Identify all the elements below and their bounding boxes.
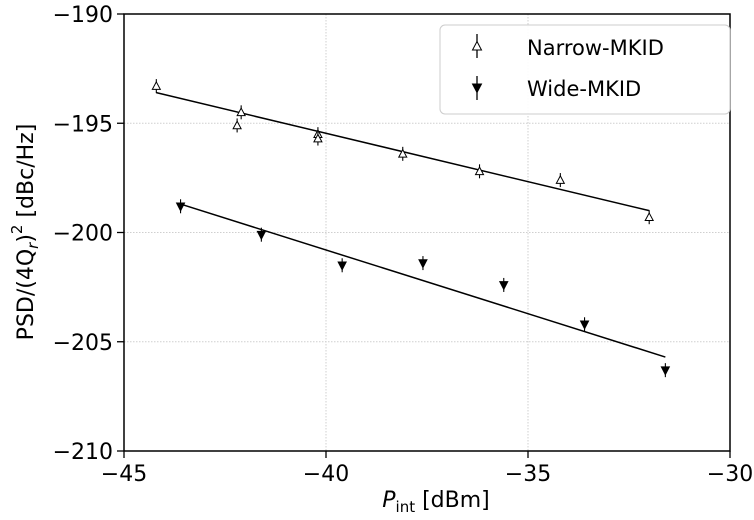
x-axis-label-sub: int <box>396 498 416 516</box>
wide-data-point <box>256 230 267 241</box>
y-tick-label: −200 <box>53 222 113 247</box>
wide-data-point <box>498 281 509 291</box>
wide-data-point <box>418 259 428 269</box>
y-axis-label-sup: 2 <box>8 225 26 235</box>
y-tick-label: −190 <box>53 3 113 28</box>
y-tick-label: −205 <box>53 331 113 356</box>
axis-ticks: −45 −40 −35 −30 −210 −205 −200 −195 −190 <box>53 3 754 487</box>
narrow-data-point <box>555 174 566 184</box>
legend-wide-label: Wide-MKID <box>527 77 641 101</box>
y-axis-label: PSD/(4Qr)2 [dBc/Hz] <box>8 124 42 341</box>
x-axis-label: Pint [dBm] <box>382 488 490 516</box>
x-tick-label: −30 <box>707 462 753 487</box>
y-axis-label-unit: [dBc/Hz] <box>14 124 39 225</box>
legend-narrow-label: Narrow-MKID <box>527 36 664 60</box>
x-tick-label: −35 <box>505 462 551 487</box>
legend-box <box>439 24 731 115</box>
x-tick-label: −45 <box>101 462 147 487</box>
wide-data-point <box>175 202 186 212</box>
fit-lines <box>156 91 666 358</box>
narrow-data-point <box>474 166 485 176</box>
narrow-data-point <box>644 211 655 222</box>
narrow-data-point <box>232 120 242 130</box>
y-axis-label-pre: PSD/(4Q <box>14 249 39 340</box>
y-axis-label-post: ) <box>14 234 39 243</box>
y-tick-label: −210 <box>53 440 113 465</box>
narrow-data-point <box>151 80 162 90</box>
x-axis-label-var: P <box>382 488 396 513</box>
narrow-data-point <box>397 148 408 158</box>
legend-wide-marker <box>471 83 483 94</box>
x-tick-label: −40 <box>303 462 349 487</box>
narrow-data-point <box>313 133 323 143</box>
legend: Narrow-MKID Wide-MKID <box>439 24 731 115</box>
wide-data-point <box>660 366 671 376</box>
wide-fit-line <box>180 203 666 358</box>
x-axis-label-unit: [dBm] <box>415 488 490 513</box>
y-axis-label-sub: r <box>24 242 42 249</box>
data-markers <box>151 79 671 378</box>
legend-narrow-marker <box>471 40 483 51</box>
wide-data-point <box>337 261 347 271</box>
narrow-data-point <box>236 107 246 117</box>
y-tick-label: −195 <box>53 112 113 137</box>
wide-data-point <box>579 320 590 330</box>
